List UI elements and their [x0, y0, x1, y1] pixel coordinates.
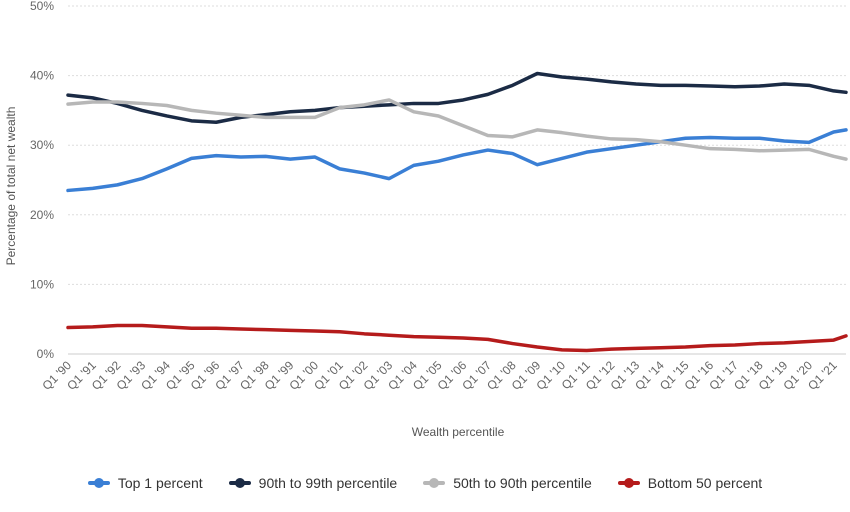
gridlines	[68, 5, 846, 355]
legend-label: 50th to 90th percentile	[453, 475, 592, 491]
series-line-3	[66, 323, 848, 353]
legend-item-3[interactable]: Bottom 50 percent	[617, 475, 763, 491]
y-axis-ticks: 0% 10% 20% 30% 40% 50%	[30, 0, 54, 361]
y-tick-label: 30%	[30, 138, 54, 152]
line-chart: Percentage of total net wealth Wealth pe…	[4, 0, 848, 439]
legend-item-0[interactable]: Top 1 percent	[87, 475, 203, 491]
legend: Top 1 percent 90th to 99th percentile 50th…	[0, 475, 850, 491]
legend-label: 90th to 99th percentile	[258, 475, 398, 491]
series-line-0	[66, 128, 848, 193]
legend-item-1[interactable]: 90th to 99th percentile	[228, 475, 398, 491]
legend-label: Top 1 percent	[117, 475, 203, 491]
y-tick-label: 50%	[30, 0, 54, 13]
legend-swatch	[617, 478, 640, 488]
y-tick-label: 10%	[30, 277, 54, 291]
x-tick-label: Q1 '21	[805, 358, 840, 393]
series-line-1	[66, 71, 848, 124]
legend-label: Bottom 50 percent	[647, 475, 763, 491]
y-tick-label: 0%	[37, 347, 55, 361]
y-tick-label: 40%	[30, 69, 54, 83]
x-axis-label: Wealth percentile	[412, 425, 505, 439]
legend-swatch	[423, 478, 446, 488]
legend-swatch	[87, 478, 110, 488]
y-axis-label: Percentage of total net wealth	[4, 107, 18, 266]
series-line-2	[66, 98, 848, 161]
legend-item-2[interactable]: 50th to 90th percentile	[423, 475, 592, 491]
y-tick-label: 20%	[30, 208, 54, 222]
series-lines	[66, 71, 848, 353]
legend-swatch	[228, 478, 251, 488]
